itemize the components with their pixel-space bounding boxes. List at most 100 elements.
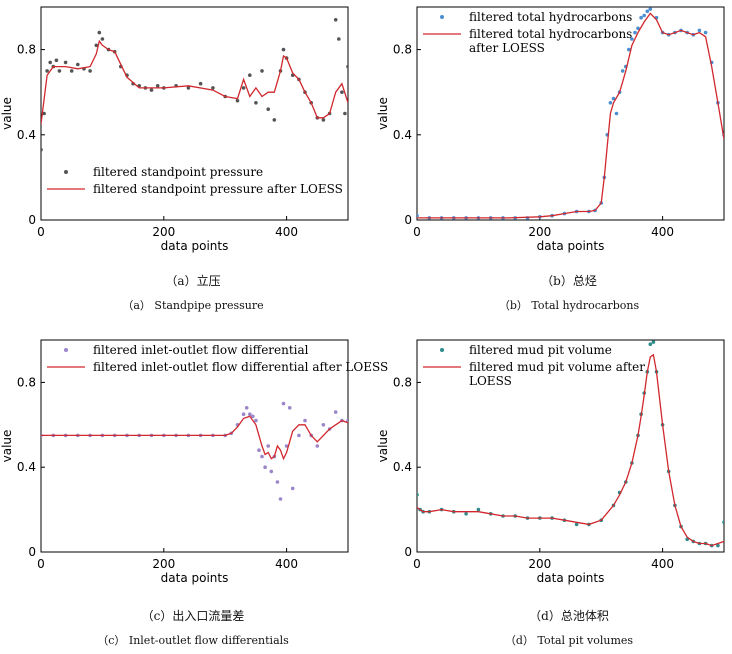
panel-1-series-0-point-41 [703,30,708,35]
panel-3-plot-area [417,340,724,548]
panel-2-ytick-label-2: 0.8 [17,375,36,389]
panel-3-legend-text-0-0: filtered mud pit volume [469,343,612,357]
panel-1-series-0-point-26 [630,37,634,41]
panel-3-series-0-point-39 [722,520,724,525]
panel-3-series-0-point-7 [476,507,481,512]
panel-1-legend-marker-0 [440,15,444,19]
panel-2-series-0-point-23 [257,448,261,453]
panel-3-series-0-point-0 [417,493,419,497]
panel-2-xtick-label-1: 200 [152,557,175,571]
panel-0-xtick-label-0: 0 [37,225,45,239]
panel-3-legend-marker-0 [440,348,444,352]
panel-0-plot-area [41,18,348,152]
panel-2-series-0-point-20 [248,412,252,417]
panel-0-series-0-point-22 [149,88,154,92]
caption-a-cn: （a）立压 [165,274,221,288]
panel-3-series-1-line [417,353,724,547]
panel-2-series-0-point-36 [303,418,307,423]
panel-0-series-0-point-36 [272,118,277,122]
panel-0-series-0-point-48 [337,37,341,41]
panel-1-series-0-point-0 [417,213,419,218]
panel-1-series-1-line [417,12,724,219]
panel-0-series-0-point-7 [63,60,68,65]
panel-0-legend-text-1-0: filtered standpoint pressure after LOESS [93,182,343,196]
panel-2-series-0-point-19 [244,406,249,410]
panel-0-series-0-point-31 [241,86,246,90]
panel-2-series-0-point-35 [297,433,301,438]
panel-0-xtick-label-2: 400 [275,225,298,239]
panel-0-series-0-point-23 [155,84,160,88]
panel-0-series-0-point-30 [235,98,240,103]
panel-1-series-0-point-40 [697,28,702,33]
panel-2-series-0-point-32 [284,444,289,448]
panel-0-series-0-point-35 [266,107,271,111]
panel-2-series-0-point-30 [278,497,283,501]
panel-3-series-0-point-15 [574,522,579,527]
panel-2-legend-marker-0 [64,348,68,352]
panel-3-xlabel: data points [537,571,605,585]
panel-2-series-0-point-33 [287,406,292,410]
panel-1: 0 200 400 0 0.4 0.8 data points value filtered t… [376,6,725,253]
panel-1-ytick-label-2: 0.8 [393,43,412,57]
panel-0-frame [40,6,349,221]
panel-2-legend: filtered inlet-outlet flow differential f… [47,343,388,374]
panel-2-series-0-point-22 [254,418,258,423]
panel-1-series-0-point-19 [608,101,613,105]
panel-0-legend: filtered standpoint pressure filtered sta… [47,165,343,196]
panel-3-legend: filtered mud pit volume filtered mud pit … [423,343,645,388]
panel-1-xtick-label-0: 0 [413,225,421,239]
panel-1-xtick-label-1: 200 [528,225,551,239]
panel-1-series-0-point-27 [633,30,637,35]
panel-1-series-0-point-32 [648,7,653,11]
panel-0-series-0-point-27 [198,81,203,86]
panel-2-series-0-point-39 [321,423,326,427]
caption-b-cn: （b）总烃 [541,274,597,288]
caption-b-en: （b） Total hydrocarbons [498,299,640,312]
panel-2-series-0-point-21 [251,414,255,419]
panel-2-xlabel: data points [161,571,229,585]
panel-0-legend-marker-0 [64,170,68,174]
panel-0-xtick-label-1: 200 [152,225,175,239]
panel-0-series-0-point-3 [48,60,52,65]
panel-0-series-0-point-2 [45,69,49,73]
panel-1-plot-area [417,7,724,220]
panel-1-legend-text-0-0: filtered total hydrocarbons [469,10,632,24]
panel-2-series-0-point-25 [263,465,267,470]
panel-0-series-0-point-45 [321,118,326,122]
panel-2-series-0-point-18 [241,412,246,417]
panel-2-ytick-label-0: 0 [28,545,36,559]
panel-0-series-0-point-38 [281,47,286,52]
panel-3-ytick-label-2: 0.8 [393,375,412,389]
panel-1-legend-text-1-0: filtered total hydrocarbons [469,27,632,41]
panel-0-series-0-point-28 [211,86,215,90]
caption-d-en: （d） Total pit volumes [504,634,634,647]
panel-0-series-0-point-14 [100,37,105,41]
caption-a-en: （a） Standpipe pressure [122,299,264,312]
panel-1-series-0-point-28 [636,26,640,31]
panel-3-xtick-label-1: 200 [528,557,551,571]
panel-0-ytick-label-1: 0.4 [17,128,36,142]
panel-1-ytick-label-0: 0 [404,213,412,227]
panel-0-series-0-point-51 [346,64,348,69]
panel-3-series-0-point-38 [716,543,720,548]
panel-0-series-0-point-9 [76,62,80,67]
panel-1-series-0-point-25 [627,47,631,52]
panel-2-series-0-point-41 [333,410,338,414]
panel-1-series-0-point-20 [611,96,616,101]
panel-3-ytick-label-1: 0.4 [393,460,412,474]
panel-2-xtick-label-2: 400 [275,557,298,571]
panel-0-legend-text-0-0: filtered standpoint pressure [93,165,263,179]
panel-0: 0 200 400 0 0.4 0.8 data points value filtered s… [0,6,349,253]
panel-1-series-0-point-23 [620,69,625,73]
panel-0-series-0-point-26 [186,86,191,90]
panel-0-xlabel: data points [161,239,229,253]
panel-0-series-0-point-8 [69,69,74,73]
panel-0-series-0-point-13 [97,30,102,35]
panel-2-series-0-point-43 [346,418,348,423]
panel-0-series-0-point-33 [254,101,258,105]
panel-0-series-0-point-47 [333,18,338,22]
panel-2-ytick-label-1: 0.4 [17,460,36,474]
panel-3-ylabel: value [376,430,390,463]
panel-2-xtick-label-0: 0 [37,557,45,571]
panel-3-frame [416,339,725,553]
